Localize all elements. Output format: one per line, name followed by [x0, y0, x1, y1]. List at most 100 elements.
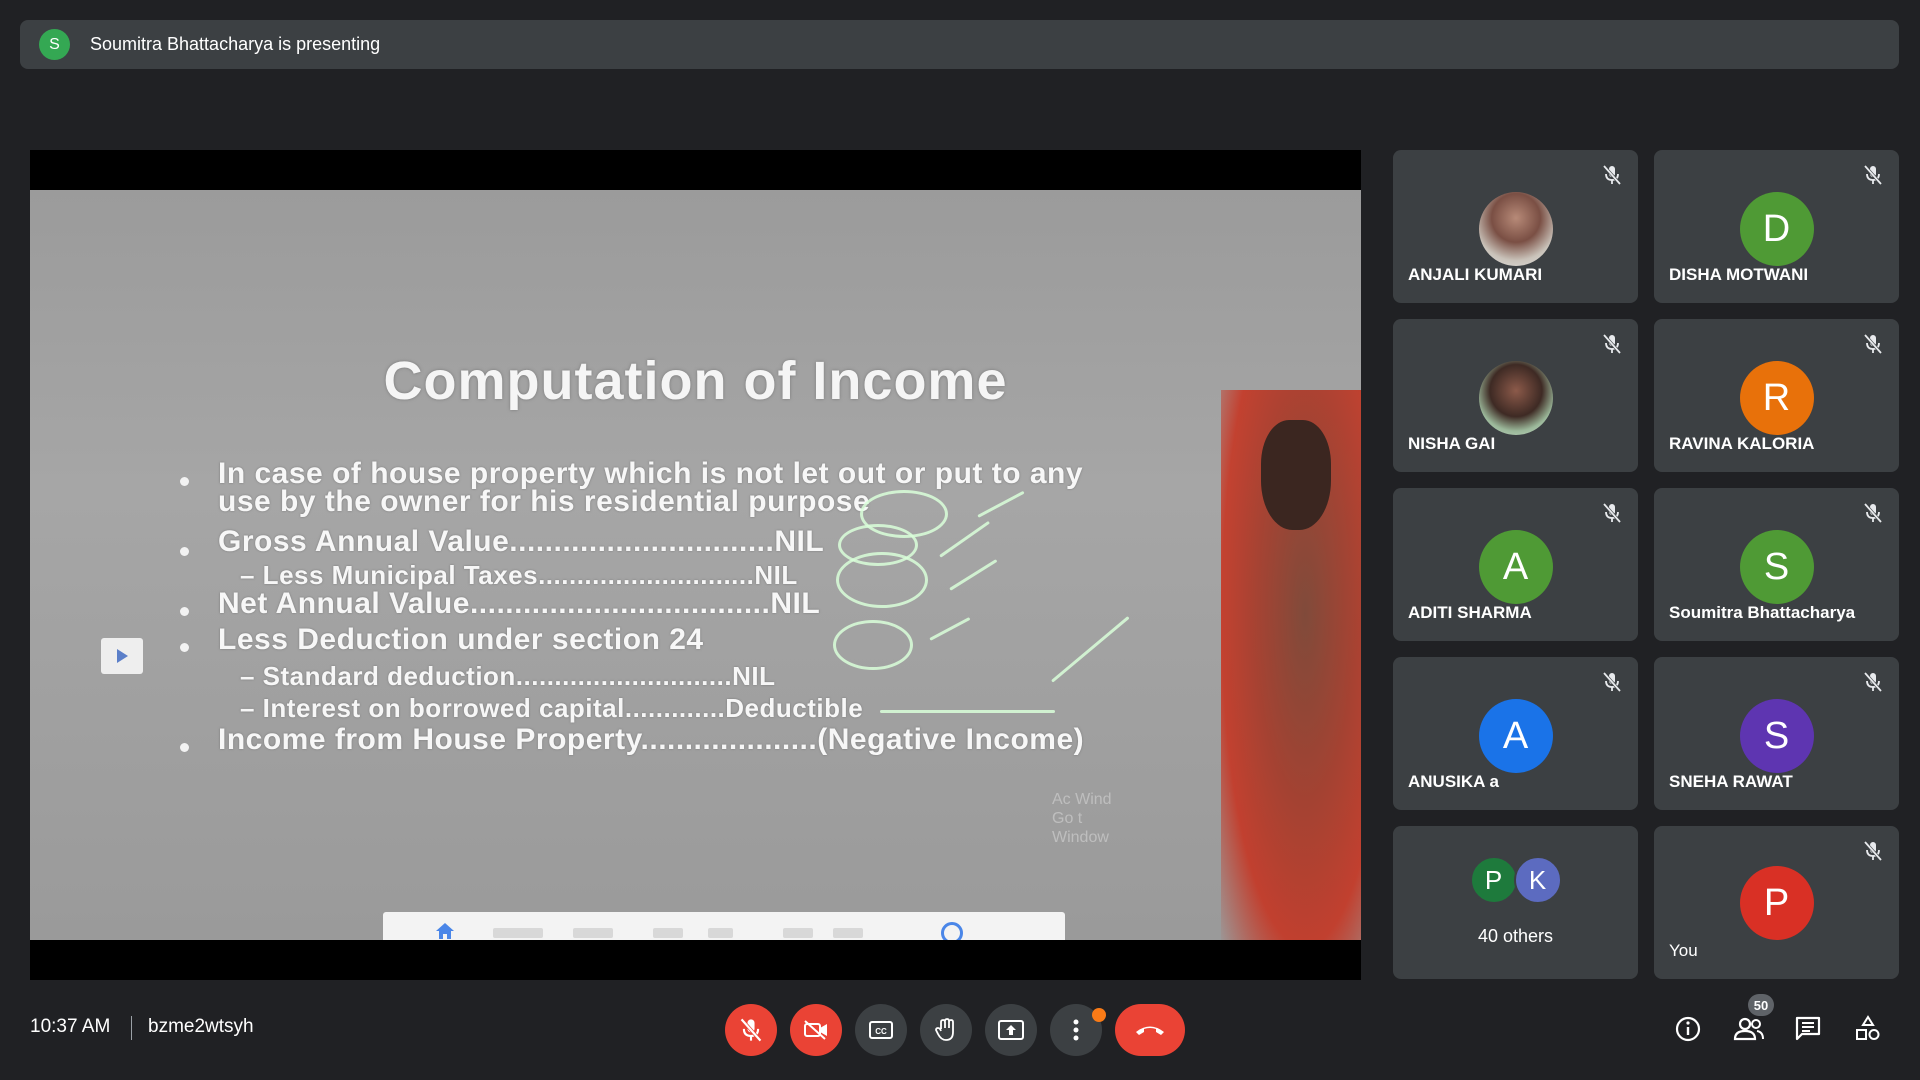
participant-avatar: K: [1513, 856, 1562, 904]
activities-icon: [1856, 1015, 1880, 1040]
present-now-button[interactable]: [985, 1004, 1037, 1056]
annotation-tick: [1051, 616, 1130, 683]
slide-line: In case of house property which is not l…: [218, 457, 1084, 490]
presentation-stage[interactable]: Computation of Income In case of house p…: [30, 150, 1361, 980]
mic-off-icon: [1863, 334, 1883, 354]
captions-icon: CC: [869, 1021, 893, 1039]
notification-dot: [1092, 1008, 1106, 1022]
participant-name: You: [1669, 941, 1698, 960]
toolbar-control: [783, 928, 813, 938]
participant-tile[interactable]: R RAVINA KALORIA: [1654, 319, 1899, 472]
slideshow-toolbar: [383, 912, 1065, 940]
slide-line: Gross Annual Value......................…: [218, 525, 825, 558]
clock: 10:37 AM: [30, 1016, 111, 1037]
annotation-circle: [833, 620, 913, 670]
others-avatars: P K: [1393, 856, 1638, 904]
slide-line: use by the owner for his residential pur…: [218, 485, 871, 518]
annotation-tick: [977, 490, 1025, 518]
presenting-text: Soumitra Bhattacharya is presenting: [90, 34, 381, 54]
play-icon: [116, 649, 128, 663]
mic-off-icon: [1602, 165, 1622, 185]
leave-call-button[interactable]: [1115, 1004, 1185, 1056]
mic-off-icon: [1602, 503, 1622, 523]
participant-avatar: P: [1469, 856, 1518, 904]
power-icon: [941, 922, 963, 940]
participant-name: SNEHA RAWAT: [1669, 772, 1793, 791]
present-screen-icon: [998, 1020, 1024, 1040]
participant-tile[interactable]: D DISHA MOTWANI: [1654, 150, 1899, 303]
participant-tile[interactable]: S SNEHA RAWAT: [1654, 657, 1899, 810]
slide-prev-button[interactable]: [101, 638, 143, 674]
people-button[interactable]: [1733, 1013, 1765, 1045]
others-tile[interactable]: P K 40 others: [1393, 826, 1638, 979]
participant-avatar: P: [1739, 866, 1814, 940]
toolbar-control: [653, 928, 683, 938]
bullet-icon: [180, 607, 189, 616]
presenter-avatar: S: [39, 29, 70, 60]
participant-avatar: R: [1739, 361, 1814, 435]
chat-button[interactable]: [1792, 1013, 1824, 1045]
participant-tile[interactable]: A ADITI SHARMA: [1393, 488, 1638, 641]
bullet-icon: [180, 643, 189, 652]
slide-line: – Less Municipal Taxes..................…: [240, 560, 798, 590]
participant-avatar: S: [1739, 530, 1814, 604]
toolbar-control: [833, 928, 863, 938]
participant-photo: [1478, 192, 1553, 266]
activities-button[interactable]: [1852, 1013, 1884, 1045]
toolbar-control: [708, 928, 733, 938]
participant-name: NISHA GAI: [1408, 434, 1496, 453]
self-tile[interactable]: P You: [1654, 826, 1899, 979]
camera-off-icon: [804, 1020, 827, 1040]
annotation-tick: [929, 617, 971, 641]
bullet-icon: [180, 547, 189, 556]
hang-up-icon: [1136, 1026, 1164, 1035]
mic-toggle-button[interactable]: [725, 1004, 777, 1056]
annotation-circle: [836, 552, 928, 608]
mic-off-icon: [1602, 334, 1622, 354]
captions-button[interactable]: CC: [855, 1004, 907, 1056]
participant-name: ANUSIKA a: [1408, 772, 1499, 791]
slide-line: Less Deduction under section 24: [218, 623, 704, 656]
people-icon: [1733, 1017, 1764, 1041]
camera-toggle-button[interactable]: [790, 1004, 842, 1056]
participant-avatar: A: [1478, 699, 1553, 773]
chat-icon: [1795, 1016, 1821, 1041]
participant-count-badge: 50: [1748, 994, 1774, 1016]
more-vert-icon: [1073, 1019, 1079, 1041]
participant-name: ADITI SHARMA: [1408, 603, 1532, 622]
hand-icon: [935, 1018, 954, 1041]
participant-avatar: A: [1478, 530, 1553, 604]
mic-off-icon: [1863, 672, 1883, 692]
annotation-underline: [880, 710, 1055, 713]
meeting-details-button[interactable]: [1672, 1013, 1704, 1045]
raise-hand-button[interactable]: [920, 1004, 972, 1056]
mic-off-icon: [1863, 165, 1883, 185]
divider: [131, 1016, 132, 1040]
slide-title: Computation of Income: [383, 351, 1008, 411]
mic-off-icon: [740, 1018, 762, 1042]
mic-off-icon: [1863, 503, 1883, 523]
mic-off-icon: [1863, 841, 1883, 861]
mic-off-icon: [1602, 672, 1622, 692]
participant-tile[interactable]: ANJALI KUMARI: [1393, 150, 1638, 303]
bullet-icon: [180, 477, 189, 486]
participant-name: Soumitra Bhattacharya: [1669, 603, 1856, 622]
participant-avatar: D: [1739, 192, 1814, 266]
participant-tile[interactable]: A ANUSIKA a: [1393, 657, 1638, 810]
bullet-icon: [180, 743, 189, 752]
activate-windows-watermark: Ac Wind Go t Window: [1052, 791, 1112, 846]
participant-name: RAVINA KALORIA: [1669, 434, 1815, 453]
participant-tile[interactable]: NISHA GAI: [1393, 319, 1638, 472]
slide-line: – Standard deduction....................…: [240, 661, 776, 691]
svg-text:CC: CC: [875, 1027, 887, 1036]
meeting-code: bzme2wtsyh: [148, 1016, 254, 1037]
others-label: 40 others: [1477, 926, 1554, 946]
info-icon: [1675, 1016, 1701, 1042]
home-icon: [436, 923, 454, 939]
annotation-tick: [949, 559, 998, 591]
slide-line: Income from House Property..............…: [218, 723, 1085, 756]
presenting-banner: S Soumitra Bhattacharya is presenting: [20, 20, 1899, 69]
participant-tile[interactable]: S Soumitra Bhattacharya: [1654, 488, 1899, 641]
participant-name: DISHA MOTWANI: [1669, 265, 1809, 284]
slide-line: – Interest on borrowed capital..........…: [240, 693, 864, 723]
